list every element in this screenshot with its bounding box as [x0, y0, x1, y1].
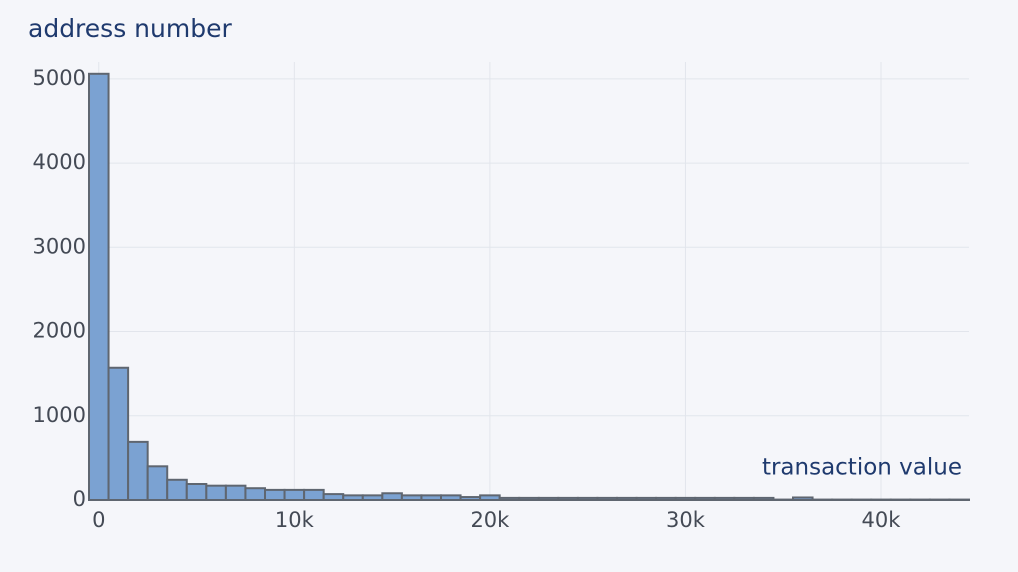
bar	[303, 488, 325, 501]
x-axis-title: transaction value	[762, 455, 962, 481]
bar	[205, 484, 227, 501]
x-tick-label: 20k	[470, 508, 510, 532]
x-tick-label: 10k	[275, 508, 315, 532]
bar	[127, 440, 149, 501]
bar	[283, 488, 306, 501]
bar	[107, 366, 130, 501]
bar	[224, 484, 247, 501]
bar	[88, 72, 110, 502]
bar	[146, 465, 169, 501]
bar	[381, 492, 403, 501]
x-tick-label: 30k	[666, 508, 706, 532]
y-tick-label: 0	[73, 487, 86, 511]
x-tick-label: 40k	[862, 508, 902, 532]
bar	[244, 487, 266, 502]
y-tick-label: 3000	[33, 234, 86, 258]
y-axis-title: address number	[28, 14, 232, 43]
y-tick-label: 2000	[33, 319, 86, 343]
y-tick-label: 4000	[33, 150, 86, 174]
bar	[166, 478, 188, 501]
x-tick-label: 0	[92, 508, 105, 532]
bar	[185, 482, 208, 501]
bar	[264, 488, 286, 501]
y-tick-label: 5000	[33, 66, 86, 90]
y-tick-label: 1000	[33, 403, 86, 427]
